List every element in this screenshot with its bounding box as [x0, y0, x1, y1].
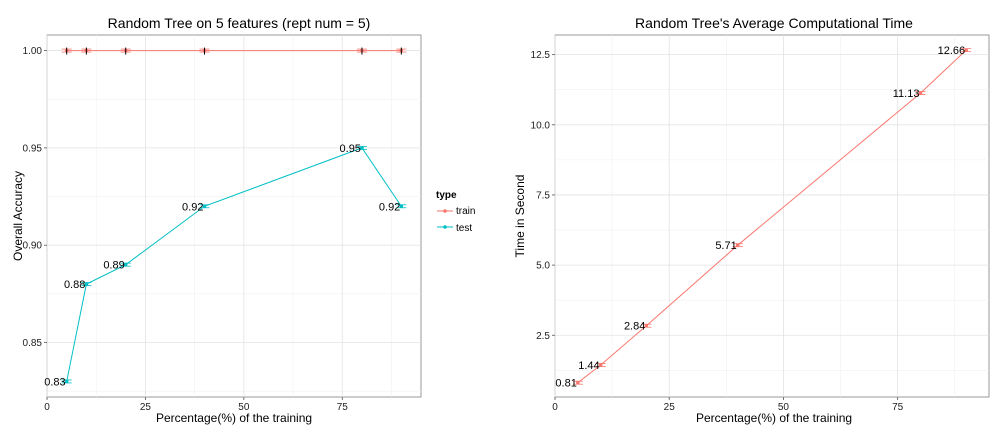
series-line-time — [577, 49, 967, 384]
data-point-time — [576, 380, 580, 385]
data-point-test — [360, 146, 364, 150]
series: 0.83 0.88 0.89 0.92 0.95 0.92 — [44, 47, 407, 388]
data-point-test — [202, 204, 207, 209]
data-label: 12.66 — [938, 45, 966, 57]
grid — [46, 35, 421, 397]
chart-title: Random Tree on 5 features (rept num = 5) — [108, 15, 371, 31]
accuracy-chart: Random Tree on 5 features (rept num = 5)… — [11, 15, 475, 425]
x-tick-label: 75 — [337, 402, 349, 413]
legend: type train test — [436, 190, 475, 234]
y-tick-label: 0.85 — [23, 338, 43, 349]
axis-ticks: 0 25 50 75 0.85 0.90 0.95 1.00 — [23, 46, 349, 413]
data-label: 0.81 — [555, 378, 576, 390]
data-label: 0.92 — [182, 201, 203, 213]
series: 0.811.44 2.84 5.71 11.13 12.66 — [555, 45, 972, 390]
y-tick-label: 0.90 — [23, 241, 43, 252]
legend-dot-train — [443, 209, 447, 213]
x-axis-title: Percentage(%) of the training — [156, 411, 312, 425]
legend-label-train: train — [456, 206, 475, 217]
data-point-time — [964, 48, 968, 52]
data-label: 0.89 — [103, 260, 124, 272]
data-point-test — [84, 282, 89, 286]
data-point-time — [735, 243, 740, 247]
data-label: 0.92 — [379, 201, 400, 213]
legend-dot-test — [443, 225, 447, 229]
plot-panel — [46, 34, 422, 398]
legend-label-test: test — [456, 223, 472, 234]
y-tick-label: 10.0 — [531, 120, 551, 131]
y-tick-label: 12.5 — [531, 50, 551, 61]
data-point-time — [598, 363, 603, 367]
legend-item-train: train — [437, 206, 475, 217]
data-point-test — [123, 262, 128, 267]
x-tick-label: 50 — [778, 402, 790, 413]
data-label: 1.44 — [578, 360, 599, 372]
y-tick-label: 1.00 — [23, 46, 43, 57]
data-label: 0.83 — [44, 376, 65, 388]
x-tick-label: 25 — [140, 402, 152, 413]
y-tick-label: 2.5 — [536, 331, 550, 342]
x-tick-label: 75 — [892, 402, 904, 413]
data-point-test — [64, 379, 69, 384]
chart-title: Random Tree's Average Computational Time — [635, 15, 913, 31]
legend-item-test: test — [437, 223, 472, 234]
series-line-test — [66, 147, 402, 382]
axis-ticks: 0 25 50 75 2.5 5.0 7.5 10.0 12.5 — [531, 50, 904, 413]
data-label: 5.71 — [715, 240, 736, 252]
y-tick-label: 5.0 — [536, 261, 550, 272]
y-tick-label: 0.95 — [23, 143, 43, 154]
x-tick-label: 0 — [44, 402, 50, 413]
x-tick-label: 25 — [664, 402, 676, 413]
data-label: 0.88 — [64, 279, 85, 291]
data-label: 0.95 — [340, 143, 361, 155]
plot-panel — [554, 34, 990, 398]
data-point-time — [644, 323, 649, 328]
time-chart: Random Tree's Average Computational Time… — [513, 15, 990, 425]
grid — [554, 35, 989, 397]
data-label: 2.84 — [624, 321, 645, 333]
legend-title: type — [436, 190, 457, 201]
data-point-time — [918, 91, 923, 95]
x-axis-title: Percentage(%) of the training — [696, 411, 852, 425]
y-axis-title: Time in Second — [513, 175, 527, 258]
data-point-test — [399, 204, 404, 209]
x-tick-label: 50 — [238, 402, 250, 413]
data-label: 11.13 — [893, 88, 920, 100]
y-axis-title: Overall Accuracy — [11, 171, 25, 261]
x-tick-label: 0 — [552, 402, 558, 413]
y-tick-label: 7.5 — [536, 190, 550, 201]
